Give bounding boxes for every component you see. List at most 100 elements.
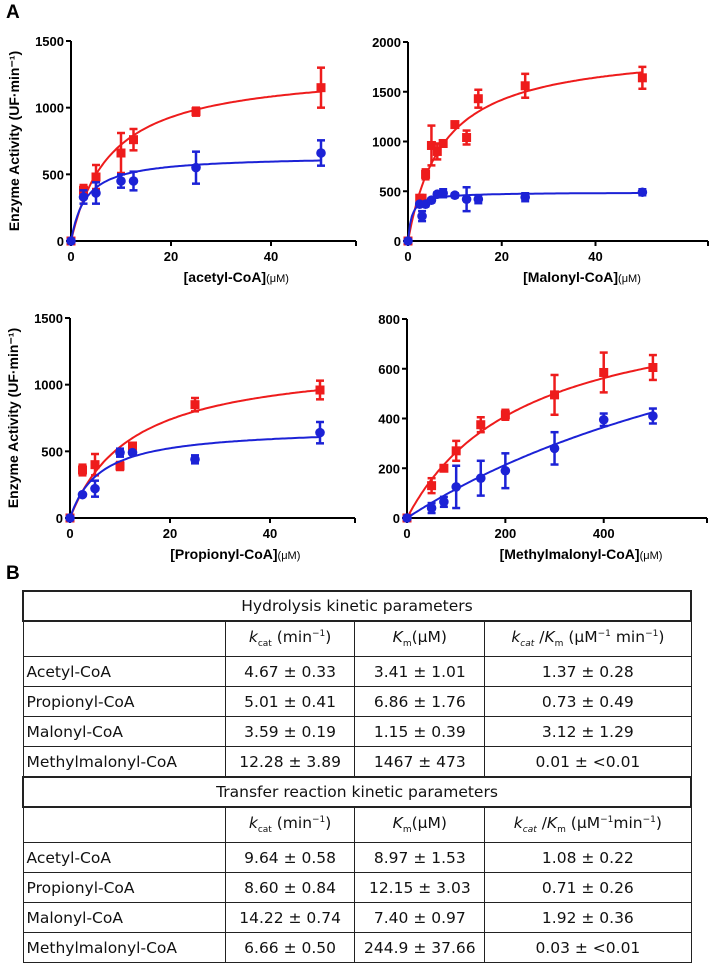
table-section-title-row: Transfer reaction kinetic parameters xyxy=(22,776,692,808)
series-red xyxy=(402,351,658,523)
x-axis-label-substrate: [Methylmalonyl-CoA] xyxy=(500,546,640,562)
data-point-circle xyxy=(648,411,658,421)
kcat-km-value: 0.03 ± <0.01 xyxy=(484,932,692,963)
data-point-square xyxy=(476,420,486,430)
header-kcat-km: kcat /Km (μM−1min−1) xyxy=(484,806,692,843)
data-point-circle xyxy=(78,192,89,202)
series-blue xyxy=(65,420,325,523)
x-axis-label: [Methylmalonyl-CoA](μM) xyxy=(500,546,663,562)
header-km: Km(μM) xyxy=(354,620,486,657)
data-point-circle xyxy=(473,194,484,205)
kcat-value: 14.22 ± 0.74 xyxy=(224,902,356,933)
header-kcat: kcat (min−1) xyxy=(224,620,356,657)
chart-panel-4: 0 200 400 600 800 0 200 400 [Methylmalonyl-CoA](… xyxy=(378,312,708,562)
km-value: 1467 ± 473 xyxy=(354,746,486,778)
data-point-circle xyxy=(549,443,560,454)
y-tick-label: 2000 xyxy=(372,35,401,50)
y-tick-label: 1000 xyxy=(34,378,63,393)
x-tick-label: 200 xyxy=(495,526,517,541)
series-blue xyxy=(66,139,326,246)
table-row: Malonyl-CoA 14.22 ± 0.74 7.40 ± 0.97 1.9… xyxy=(22,902,692,933)
x-tick-label: 40 xyxy=(588,249,602,264)
kcat-km-value: 1.92 ± 0.36 xyxy=(484,902,692,933)
x-axis-label-substrate: [Malonyl-CoA] xyxy=(523,269,618,285)
kinetic-parameters-table: Hydrolysis kinetic parameters kcat (min−… xyxy=(22,590,692,963)
data-point-circle xyxy=(90,483,100,494)
series-red xyxy=(403,65,647,246)
data-point-circle xyxy=(461,194,472,205)
data-point-square xyxy=(599,367,609,377)
y-tick-label: 1500 xyxy=(34,311,63,326)
data-point-circle xyxy=(598,414,609,425)
data-point-square xyxy=(417,193,427,203)
substrate-name: Malonyl-CoA xyxy=(22,902,226,933)
kcat-value: 8.60 ± 0.84 xyxy=(224,872,356,903)
data-point-square xyxy=(450,120,460,130)
x-axis-label-substrate: [Propionyl-CoA] xyxy=(170,546,277,562)
y-tick-label: 500 xyxy=(42,167,64,182)
data-point-square xyxy=(78,465,87,475)
y-tick-label: 1500 xyxy=(372,85,401,100)
table-row: Acetyl-CoA 9.64 ± 0.58 8.97 ± 1.53 1.08 … xyxy=(22,842,692,873)
substrate-name: Acetyl-CoA xyxy=(22,842,226,873)
y-tick-label: 0 xyxy=(393,511,400,526)
x-tick-label: 40 xyxy=(263,526,277,541)
data-point-square xyxy=(500,410,510,420)
series-blue xyxy=(402,407,658,523)
data-point-circle xyxy=(402,513,412,523)
data-point-square xyxy=(90,460,100,470)
panel-label-b: B xyxy=(6,563,20,584)
km-value: 244.9 ± 37.66 xyxy=(354,932,486,963)
data-point-circle xyxy=(426,195,437,206)
km-value: 8.97 ± 1.53 xyxy=(354,842,486,873)
data-point-square xyxy=(315,385,325,395)
data-point-circle xyxy=(417,211,427,221)
x-tick-label: 0 xyxy=(67,249,74,264)
data-point-circle xyxy=(116,176,126,186)
data-point-circle xyxy=(115,447,125,458)
table-row: Methylmalonyl-CoA 12.28 ± 3.89 1467 ± 47… xyxy=(22,746,692,778)
data-point-circle xyxy=(426,503,437,513)
table-header-row: kcat (min−1) Km(μM) kcat /Km (μM−1min−1) xyxy=(22,806,692,843)
fit-curve-blue xyxy=(69,436,321,519)
y-axis-label: Enzyme Activity (UF·min⁻¹) xyxy=(6,51,22,231)
header-km: Km(μM) xyxy=(354,806,486,843)
data-point-square xyxy=(520,81,530,91)
kcat-km-value: 3.12 ± 1.29 xyxy=(484,716,692,747)
data-point-square xyxy=(190,400,200,410)
y-tick-label: 0 xyxy=(394,234,401,249)
table-section-title-row: Hydrolysis kinetic parameters xyxy=(22,590,692,622)
data-point-circle xyxy=(91,188,101,198)
data-point-circle xyxy=(65,513,75,523)
data-point-circle xyxy=(439,497,449,507)
panel-label-a: A xyxy=(6,2,20,23)
km-value: 1.15 ± 0.39 xyxy=(354,716,486,747)
data-point-square xyxy=(550,390,560,400)
data-point-circle xyxy=(451,482,461,492)
data-point-circle xyxy=(66,236,76,246)
substrate-name: Acetyl-CoA xyxy=(22,656,226,687)
x-axis-label-unit: (μM) xyxy=(618,273,641,285)
data-point-circle xyxy=(77,489,88,500)
kcat-km-value: 0.01 ± <0.01 xyxy=(484,746,692,778)
data-point-square xyxy=(432,146,442,156)
data-point-square xyxy=(438,138,448,148)
data-point-circle xyxy=(127,447,138,458)
data-point-square xyxy=(116,148,126,158)
y-tick-label: 600 xyxy=(378,362,400,377)
data-point-circle xyxy=(315,427,325,438)
x-tick-label: 20 xyxy=(495,249,509,264)
y-tick-label: 500 xyxy=(379,184,401,199)
km-value: 6.86 ± 1.76 xyxy=(354,686,486,717)
data-point-square xyxy=(637,73,647,83)
kcat-km-value: 0.73 ± 0.49 xyxy=(484,686,692,717)
y-tick-label: 1000 xyxy=(372,135,401,150)
data-point-square xyxy=(421,169,431,179)
kcat-value: 12.28 ± 3.89 xyxy=(224,746,356,778)
y-tick-label: 0 xyxy=(56,511,63,526)
substrate-name: Malonyl-CoA xyxy=(22,716,226,747)
kcat-km-value: 1.08 ± 0.22 xyxy=(484,842,692,873)
y-tick-label: 400 xyxy=(378,412,400,427)
substrate-name: Propionyl-CoA xyxy=(22,686,226,717)
chart-panel-3: 0 500 1000 1500 0 20 40 [Propionyl-CoA](μM) Enzy… xyxy=(5,311,356,562)
